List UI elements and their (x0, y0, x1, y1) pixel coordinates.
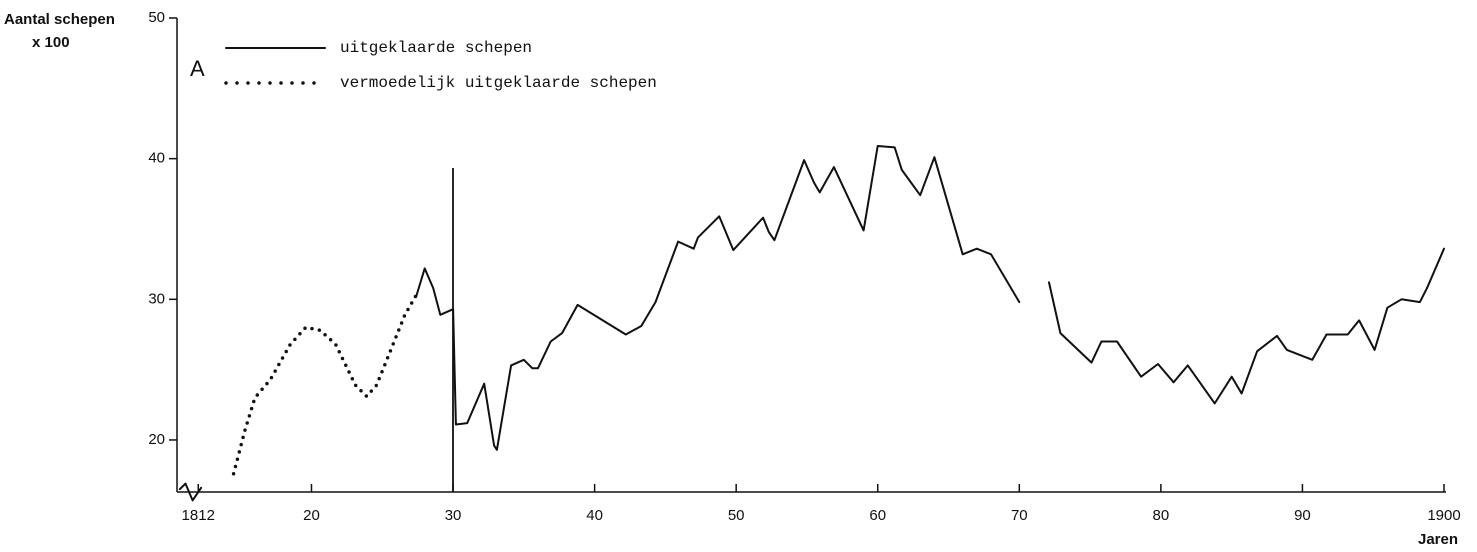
x-tick-label: 40 (586, 507, 603, 524)
x-tick-label: 20 (303, 507, 320, 524)
legend-label: uitgeklaarde schepen (340, 39, 532, 57)
y-axis-unit: x 100 (32, 34, 70, 51)
legend-label: vermoedelijk uitgeklaarde schepen (340, 74, 657, 92)
x-tick-label: 1812 (182, 507, 215, 524)
y-axis-label: Aantal schepen (4, 11, 115, 28)
annotation: A (190, 56, 205, 81)
x-tick-label: 70 (1011, 507, 1028, 524)
series-line (178, 145, 1445, 502)
x-tick-label: 30 (445, 507, 462, 524)
x-tick-label: 1900 (1427, 507, 1460, 524)
y-tick-label: 40 (148, 150, 165, 167)
y-tick-label: 30 (148, 290, 165, 307)
x-tick-label: 90 (1294, 507, 1311, 524)
y-tick-label: 20 (148, 431, 165, 448)
x-tick-label: 80 (1153, 507, 1170, 524)
series-line (231, 293, 418, 476)
y-tick-label: 50 (148, 9, 165, 26)
x-axis-label: Jaren (1418, 531, 1458, 548)
x-tick-label: 60 (869, 507, 886, 524)
x-tick-label: 50 (728, 507, 745, 524)
